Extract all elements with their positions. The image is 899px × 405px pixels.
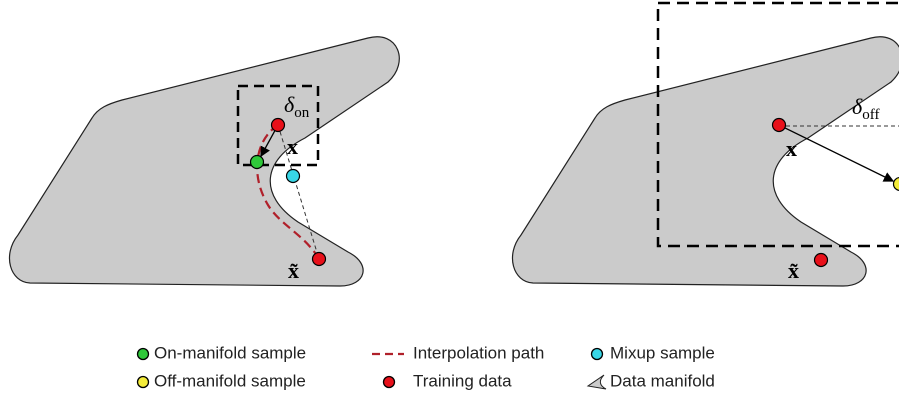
legend-marker <box>136 375 150 389</box>
training-point <box>270 117 286 133</box>
x-tilde-label: x̃ <box>788 258 799 283</box>
mixup-point <box>285 168 301 184</box>
neighborhood-box <box>656 1 899 248</box>
legend-marker <box>136 347 150 361</box>
interpolation-path <box>256 124 320 260</box>
delta-label: δon <box>284 92 310 121</box>
x-label: x <box>287 134 298 159</box>
arrow <box>778 124 895 182</box>
x-label: x <box>786 136 797 161</box>
mixup-line <box>277 124 320 260</box>
training-point <box>813 252 829 268</box>
legend-label: Training data <box>413 371 512 390</box>
legend-label: On-manifold sample <box>154 343 306 362</box>
on-manifold-point <box>249 154 265 170</box>
manifold <box>8 36 400 287</box>
right-panel: δoff x x̃ <box>511 1 899 287</box>
legend: On-manifold sample Interpolation path Mi… <box>136 343 715 390</box>
training-point <box>311 251 327 267</box>
legend-marker <box>382 375 396 389</box>
legend-label: Interpolation path <box>413 343 544 362</box>
neighborhood-box <box>236 84 320 167</box>
legend-label: Off-manifold sample <box>154 371 306 390</box>
legend-label: Mixup sample <box>610 343 715 362</box>
delta-label: δoff <box>852 94 879 123</box>
x-tilde-label: x̃ <box>288 258 299 283</box>
training-point <box>771 117 787 133</box>
legend-label: Data manifold <box>610 371 715 390</box>
legend-marker <box>590 347 604 361</box>
left-panel: δon x x̃ <box>8 36 400 287</box>
manifold <box>511 36 899 287</box>
legend-marker <box>586 374 607 390</box>
off-manifold-point <box>892 176 899 192</box>
